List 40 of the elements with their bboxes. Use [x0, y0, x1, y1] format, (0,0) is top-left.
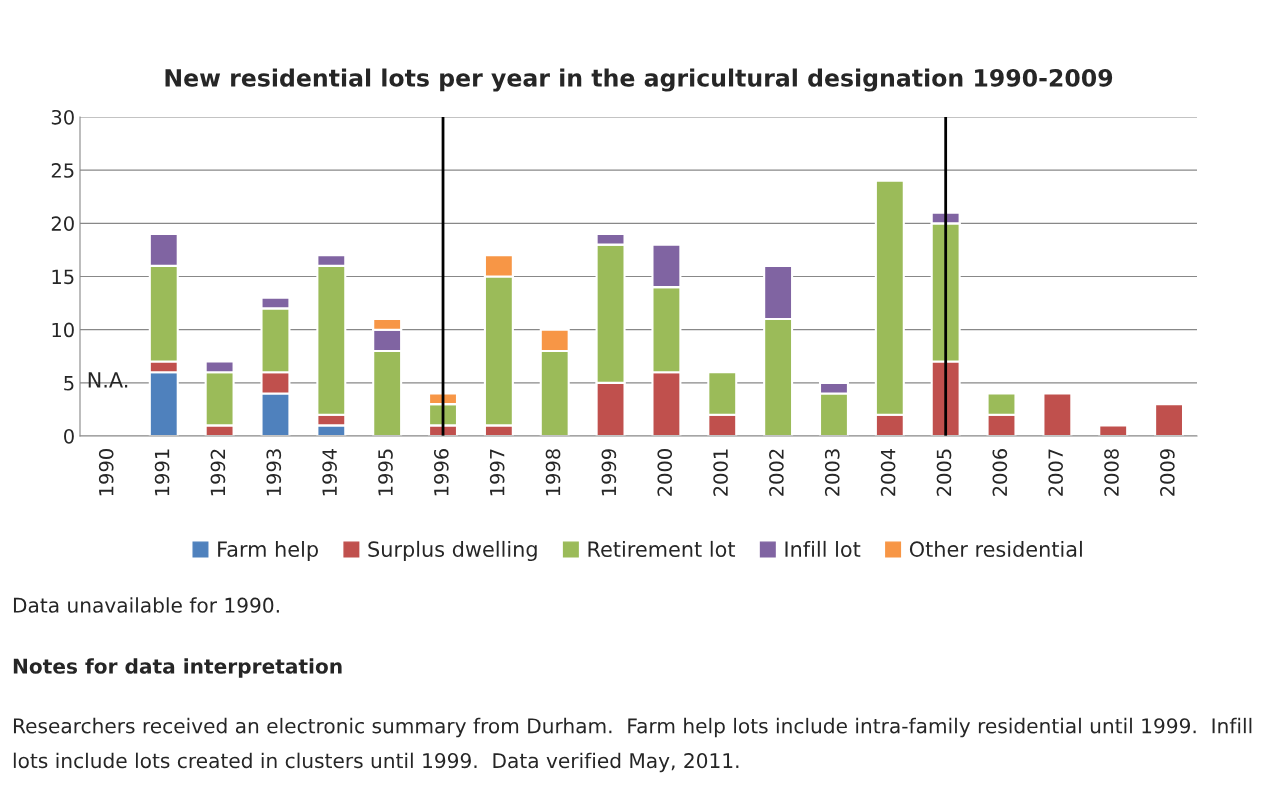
text: Notes for data interpretation: [13, 658, 342, 678]
x-tick-label: 1991: [154, 449, 170, 496]
chart-title: New residential lots per year in the agricultural designation 1990-2009: [165, 68, 1113, 92]
x-tick-label: 2007: [1048, 449, 1064, 496]
x-tick-label: 1995: [378, 449, 393, 496]
x-tick-label: 2004: [880, 448, 896, 496]
y-tick-label: 20: [51, 216, 74, 231]
x-tick-label: 2003: [824, 449, 840, 496]
x-tick-label: 2002: [769, 449, 784, 496]
y-tick-label: 25: [51, 163, 74, 178]
y-tick-label: 5: [64, 376, 74, 391]
x-tick-label: 2005: [936, 449, 952, 496]
legend-label: Infill lot: [785, 540, 861, 558]
x-tick-label: 2008: [1104, 449, 1119, 496]
x-tick-label: 2001: [713, 449, 728, 496]
x-tick-label: 1994: [322, 448, 337, 496]
x-tick-label: 1993: [266, 449, 282, 496]
legend-label: Surplus dwelling: [368, 540, 537, 562]
bar: [1154, 403, 1185, 436]
text: Researchers received an electronic summary from Durham. Farm help lots include intra-family residential until 1999. Infill lots include lots created in clusters until 1999. Data verified May, 2011.: [13, 717, 1252, 773]
x-tick-label: 1990: [98, 449, 114, 496]
x-tick-label: 1998: [545, 449, 561, 496]
bar: [1098, 424, 1129, 436]
y-tick-label: 15: [52, 269, 74, 285]
y-tick-label: 10: [52, 322, 74, 338]
x-tick-label: 1996: [433, 449, 449, 496]
x-tick-label: 1997: [489, 449, 505, 496]
bar: [1042, 392, 1073, 436]
text: Data unavailable for 1990.: [13, 597, 279, 613]
x-tick-label: 2009: [1160, 449, 1175, 496]
x-tick-label: 1999: [601, 449, 617, 496]
legend-label: Other residential: [909, 540, 1082, 558]
x-tick-label: 2000: [657, 449, 673, 496]
legend-label: Farm help: [218, 540, 318, 562]
annotation: N.A.: [88, 372, 128, 388]
x-tick-label: 1992: [210, 449, 226, 496]
y-tick-label: 30: [51, 109, 74, 125]
y-tick-label: 0: [64, 428, 74, 444]
x-tick-label: 2006: [992, 449, 1008, 496]
legend-label: Retirement lot: [588, 540, 736, 558]
